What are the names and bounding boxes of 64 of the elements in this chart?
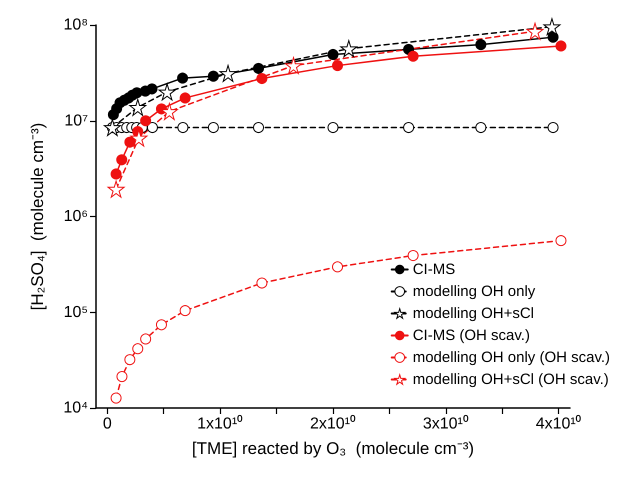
point [108,180,125,198]
point [116,371,128,382]
legend-label: CI-MS (OH scav.) [412,327,530,344]
point [328,122,338,134]
point [140,333,152,344]
point [555,235,566,246]
point [555,40,566,52]
point [475,122,486,134]
point [253,122,264,134]
x-tick-label: 3x10¹⁰ [422,414,469,432]
legend-label: modelling OH only (OH scav.) [412,349,610,366]
point [177,72,188,84]
point [140,115,152,126]
point [116,154,128,166]
point [526,22,544,40]
point [208,122,219,134]
y-tick-label: 10⁸ [63,16,88,34]
y-tick-label: 10⁴ [63,400,88,416]
point [104,119,121,136]
y-tick-label: 10⁷ [64,112,88,130]
point [129,98,146,116]
point [332,60,344,72]
point [408,50,419,62]
point [340,40,358,58]
point [180,92,191,104]
legend-label: modelling OH only [412,283,536,300]
point [124,354,136,366]
point [124,136,136,148]
point [328,48,338,60]
x-tick-label: 0 [102,416,112,432]
y-tick-label: 10⁶ [64,208,88,225]
legend-label: modelling OH+sCl [412,305,534,322]
point [548,32,559,43]
point [180,305,191,316]
x-axis-title: [TME] reacted by O₃ (molecule cm⁻³) [192,439,474,458]
point [110,392,122,404]
point [158,83,176,100]
point [110,168,122,180]
point [156,319,167,330]
x-tick-label: 4x10¹⁰ [536,414,582,432]
point [475,39,486,50]
point [253,62,264,74]
point [285,57,302,74]
point [543,18,560,36]
legend-label: CI-MS [412,261,456,278]
point [132,343,144,354]
x-tick-label: 2x10¹⁰ [310,414,356,432]
point [548,122,559,134]
point [256,278,268,289]
point [220,64,237,82]
point [256,73,268,84]
y-tick-label: 10⁵ [64,304,88,321]
point [177,122,188,134]
point [160,102,178,120]
point [130,130,148,147]
point [146,122,158,134]
x-tick-label: 1x10¹⁰ [197,414,244,432]
point [403,122,414,134]
point [408,250,419,262]
point [146,83,158,94]
point [208,70,219,82]
legend-label: modelling OH+sCl (OH scav.) [412,371,609,388]
point [332,261,344,272]
y-axis-title: [H₂SO₄] (molecule cm⁻³) [28,122,47,310]
